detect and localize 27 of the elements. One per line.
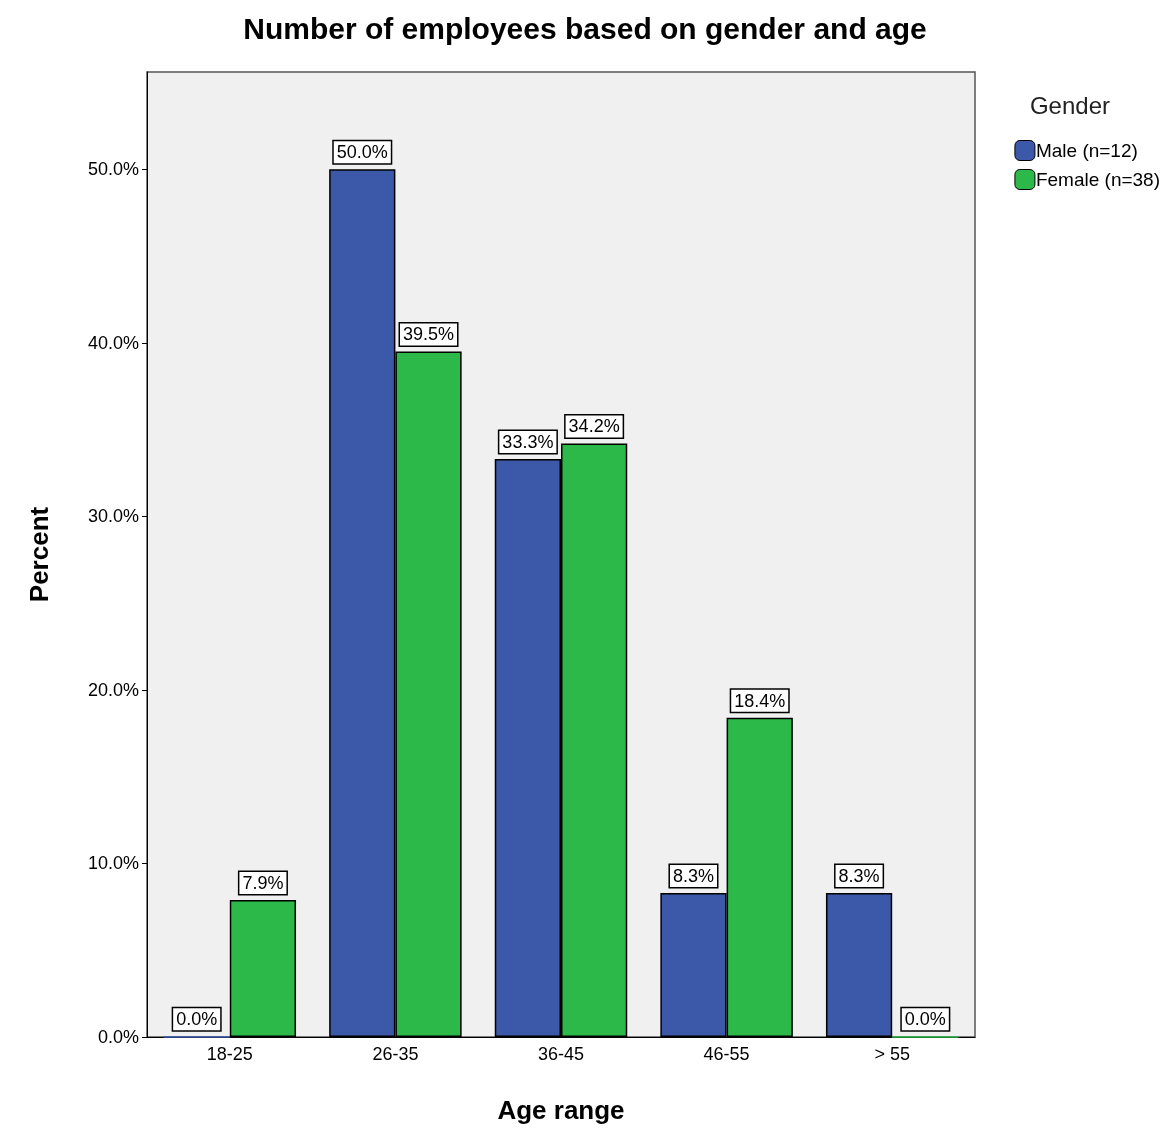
x-tick-label: 46-55 (703, 1044, 750, 1064)
y-tick-label: 40.0% (87, 332, 139, 353)
x-tick-label: 26-35 (372, 1044, 419, 1064)
x-tick-label: 18-25 (206, 1044, 253, 1064)
data-label: 39.5% (403, 324, 455, 345)
data-label: 0.0% (176, 1009, 218, 1030)
chart-title: Number of employees based on gender and age (243, 11, 927, 45)
legend-label: Male (n=12) (1035, 140, 1138, 161)
data-label: 50.0% (336, 142, 388, 163)
data-label: 34.2% (568, 416, 620, 437)
y-tick-label: 10.0% (87, 853, 139, 874)
data-label: 33.3% (502, 432, 554, 453)
data-label: 7.9% (242, 872, 284, 893)
y-tick-label: 0.0% (97, 1027, 139, 1047)
y-tick-label: 50.0% (87, 159, 139, 180)
data-label: 8.3% (838, 865, 880, 886)
legend-label: Female (n=38) (1035, 169, 1161, 190)
data-label: 8.3% (672, 865, 714, 886)
legend-title: Gender (1029, 91, 1111, 119)
x-tick-label: > 55 (874, 1044, 910, 1064)
data-label: 0.0% (904, 1009, 946, 1030)
x-tick-label: 36-45 (537, 1044, 585, 1064)
y-tick-label: 30.0% (87, 506, 139, 527)
y-tick-label: 20.0% (87, 679, 139, 700)
data-label: 18.4% (734, 690, 786, 711)
y-axis-title: Percent (24, 506, 54, 603)
x-axis-title: Age range (497, 1095, 625, 1125)
